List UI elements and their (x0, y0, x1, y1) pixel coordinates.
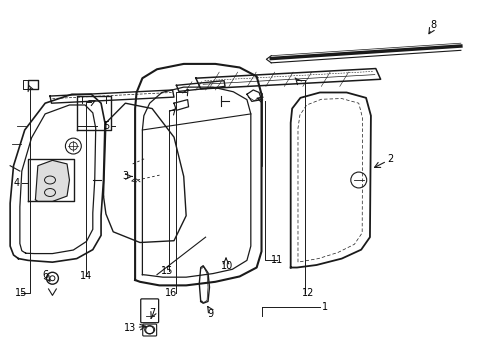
Text: 3: 3 (122, 171, 128, 181)
Text: 10: 10 (221, 261, 233, 271)
Text: 9: 9 (207, 309, 213, 319)
Text: 16: 16 (165, 288, 177, 297)
Text: 14: 14 (80, 271, 92, 282)
Polygon shape (35, 160, 69, 202)
Text: 4: 4 (14, 178, 20, 188)
Text: 2: 2 (386, 154, 393, 163)
Text: 15: 15 (15, 288, 27, 297)
Text: 1: 1 (321, 302, 327, 312)
Text: 15: 15 (160, 266, 173, 276)
Text: 6: 6 (42, 270, 48, 280)
Text: 13: 13 (124, 323, 136, 333)
Text: 12: 12 (301, 288, 313, 297)
Text: 11: 11 (270, 255, 283, 265)
Text: 8: 8 (429, 19, 435, 30)
Text: 7: 7 (149, 308, 155, 318)
Text: 5: 5 (102, 121, 109, 131)
